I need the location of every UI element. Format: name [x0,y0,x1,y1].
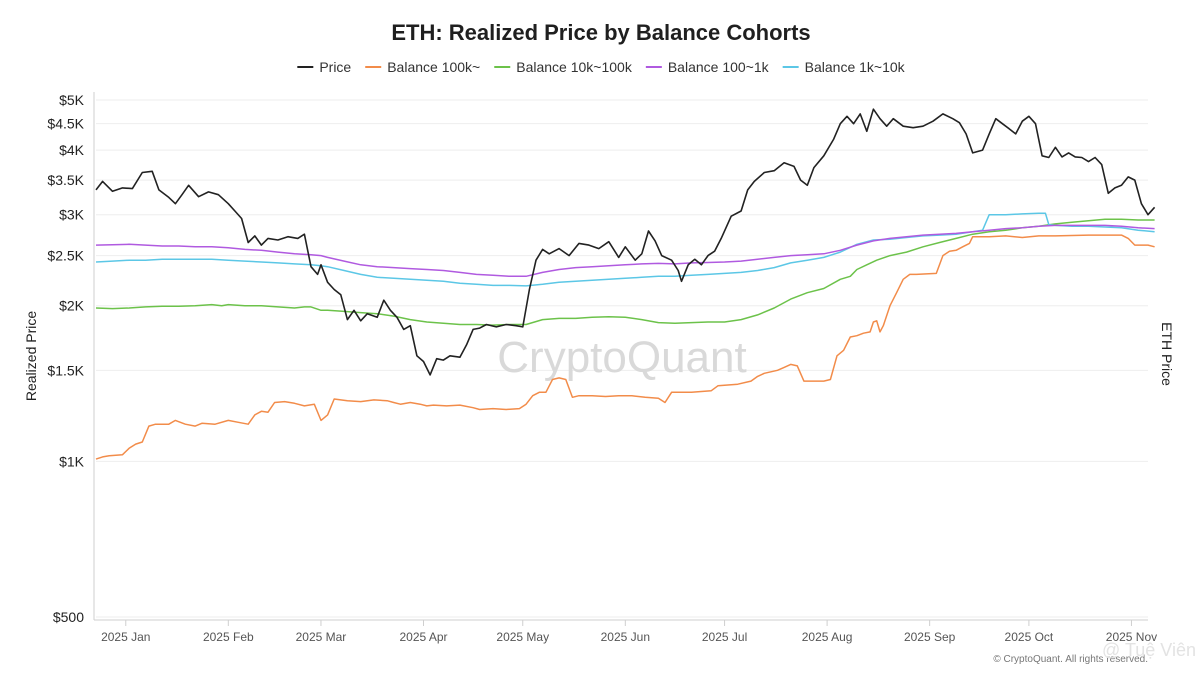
x-tick-label: 2025 Apr [399,630,447,644]
y-axis-label-left: Realized Price [23,311,39,401]
y-tick-label: $5K [59,92,85,108]
series-line-balance-100-1k [95,224,1155,278]
y-tick-label: $500 [53,609,84,625]
corner-watermark: @ Tuệ Viên [1102,640,1196,660]
series-line-price [95,108,1156,376]
y-axis-ticks: $5K $4.5K $4K $3.5K $3K $2.5K $2K $1.5K $1K $500 [47,92,84,625]
y-tick-label: $1K [59,453,85,469]
x-tick-label: 2025 Jul [702,630,747,644]
series-line-balance-1k-10k [95,212,1155,287]
x-tick-label: 2025 Aug [802,630,853,644]
x-tick-label: 2025 Feb [203,630,254,644]
copyright-text: © CryptoQuant. All rights reserved. [993,654,1148,665]
legend-label-balance-100k[interactable]: Balance 100k~ [387,59,480,75]
y-tick-label: $4K [59,142,85,158]
legend: Price Balance 100k~ Balance 10k~100k Balanc… [297,59,906,75]
watermark: CryptoQuant [497,333,746,382]
x-tick-label: 2025 May [496,630,549,644]
chart-title: ETH: Realized Price by Balance Cohorts [391,20,810,45]
y-tick-label: $2.5K [47,248,84,264]
legend-label-balance-1k-10k[interactable]: Balance 1k~10k [805,59,906,75]
x-tick-label: 2025 Oct [1005,630,1054,644]
series-line-balance-100k [95,234,1155,460]
x-tick-label: 2025 Jan [101,630,150,644]
legend-label-balance-100-1k[interactable]: Balance 100~1k [668,59,770,75]
y-tick-label: $1.5K [47,362,84,378]
y-tick-label: $2K [59,298,85,314]
x-tick-label: 2025 Nov [1106,630,1157,644]
x-tick-label: 2025 Mar [296,630,347,644]
y-axis-label-right: ETH Price [1159,322,1175,386]
y-tick-label: $3K [59,207,85,223]
legend-label-balance-10k-100k[interactable]: Balance 10k~100k [516,59,633,75]
series-line-balance-10k-100k [95,218,1155,326]
legend-label-price[interactable]: Price [319,59,351,75]
x-tick-label: 2025 Sep [904,630,956,644]
x-tick-label: 2025 Jun [601,630,650,644]
y-tick-label: $3.5K [47,172,84,188]
series-lines [95,108,1156,460]
x-axis-ticks: 2025 Jan 2025 Feb 2025 Mar 2025 Apr 2025 May… [101,620,1157,644]
y-tick-label: $4.5K [47,116,84,132]
